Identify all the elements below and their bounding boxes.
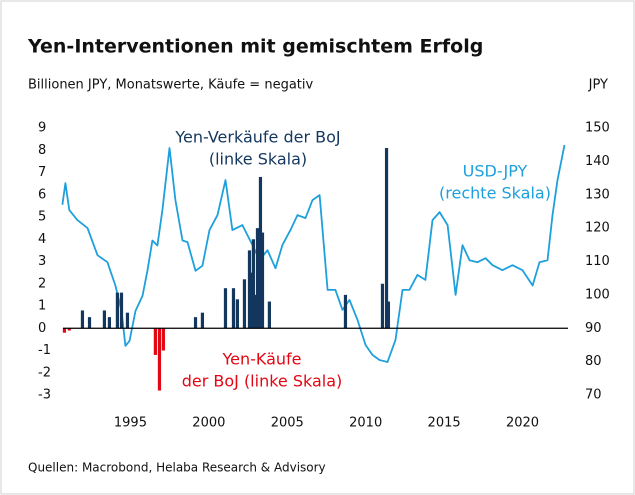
bar: [242, 279, 247, 329]
chart-subtitle: Billionen JPY, Monatswerte, Käufe = nega…: [28, 78, 314, 93]
x-tick-label: 2015: [428, 416, 461, 431]
y2-tick-label: 140: [585, 154, 610, 169]
bar: [102, 310, 107, 329]
y-tick-label: -3: [38, 388, 51, 403]
series-annotation: (linke Skala): [209, 150, 307, 169]
line: [61, 144, 566, 363]
bar: [200, 312, 205, 329]
bar: [260, 232, 265, 329]
y2-tick-label: 80: [585, 354, 602, 369]
bar: [249, 272, 254, 329]
y2-tick-label: 90: [585, 321, 602, 336]
bar: [386, 301, 391, 329]
y-tick-label: -2: [38, 365, 51, 380]
y2-tick-label: 100: [585, 287, 610, 302]
bar: [235, 299, 239, 329]
series-annotation: Yen-Verkäufe der BoJ: [174, 128, 340, 147]
bar: [119, 292, 124, 329]
y-tick-label: 3: [38, 254, 46, 269]
bar: [193, 317, 198, 329]
bar: [115, 292, 120, 329]
bar: [67, 328, 71, 331]
series-annotation: (rechte Skala): [439, 184, 551, 203]
y2-tick-label: 120: [585, 221, 610, 236]
bar: [153, 328, 157, 355]
y-tick-label: 7: [38, 165, 46, 180]
bar: [87, 317, 92, 329]
bar: [62, 328, 67, 333]
y-tick-label: 8: [38, 143, 46, 158]
bar: [380, 283, 385, 329]
series-annotation: der BoJ (linke Skala): [182, 372, 343, 391]
x-tick-label: 2005: [271, 416, 304, 431]
source: Quellen: Macrobond, Helaba Research & Ad…: [28, 461, 326, 475]
bar: [161, 328, 165, 351]
y2-axis-label: JPY: [588, 78, 608, 93]
bar: [125, 312, 130, 329]
y2-tick-label: 70: [585, 388, 602, 403]
y-tick-label: 2: [38, 276, 46, 291]
x-tick-label: 2010: [349, 416, 382, 431]
y2-tick-label: 110: [585, 254, 610, 269]
bar: [258, 176, 263, 329]
y-tick-label: 5: [38, 210, 46, 225]
bar: [80, 310, 85, 329]
bar: [251, 239, 255, 329]
bar: [255, 228, 260, 329]
y2-tick-label: 130: [585, 187, 610, 202]
bar: [231, 288, 236, 329]
series-annotation: Yen-Käufe: [221, 350, 301, 369]
y2-tick-label: 150: [585, 121, 610, 136]
bar: [157, 328, 162, 391]
x-tick-label: 2020: [506, 416, 539, 431]
x-tick-label: 2000: [192, 416, 225, 431]
bar: [223, 288, 228, 329]
chart-title: Yen-Interventionen mit gemischtem Erfolg: [27, 36, 483, 58]
bar: [384, 148, 389, 329]
y-tick-label: -1: [38, 343, 51, 358]
y-tick-label: 0: [38, 321, 46, 336]
y-tick-label: 9: [38, 121, 46, 136]
y-tick-label: 1: [38, 299, 46, 314]
bar: [253, 294, 258, 329]
y-tick-label: 4: [38, 232, 46, 247]
bar: [107, 317, 112, 329]
bar: [267, 301, 271, 329]
series-annotation: USD-JPY: [463, 162, 528, 181]
y-tick-label: 6: [38, 187, 46, 202]
bar: [247, 250, 252, 329]
bar: [343, 294, 348, 329]
x-tick-label: 1995: [114, 416, 147, 431]
